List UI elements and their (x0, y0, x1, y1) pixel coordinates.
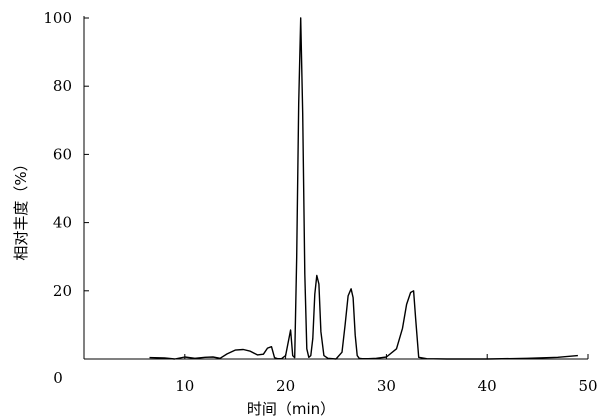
x-tick-label: 30 (377, 377, 396, 395)
y-ticks: 20 40 60 80 100 (43, 9, 89, 300)
y-tick-label: 40 (53, 214, 72, 232)
y-axis-title: 相对丰度（%） (12, 156, 30, 260)
y-tick-label: 80 (53, 77, 72, 95)
y-tick-label: 20 (53, 282, 72, 300)
origin-label: 0 (53, 369, 63, 387)
x-tick-label: 10 (175, 377, 194, 395)
x-ticks: 10 20 30 40 50 (175, 354, 598, 395)
x-tick-label: 50 (578, 377, 597, 395)
series-layer (149, 17, 578, 360)
series-line-1 (149, 17, 578, 360)
x-tick-label: 20 (276, 377, 295, 395)
y-tick-label: 100 (43, 9, 72, 27)
axes (83, 16, 588, 360)
y-tick-label: 60 (53, 145, 72, 163)
x-axis-title: 时间（min） (247, 400, 335, 418)
x-tick-label: 40 (478, 377, 497, 395)
